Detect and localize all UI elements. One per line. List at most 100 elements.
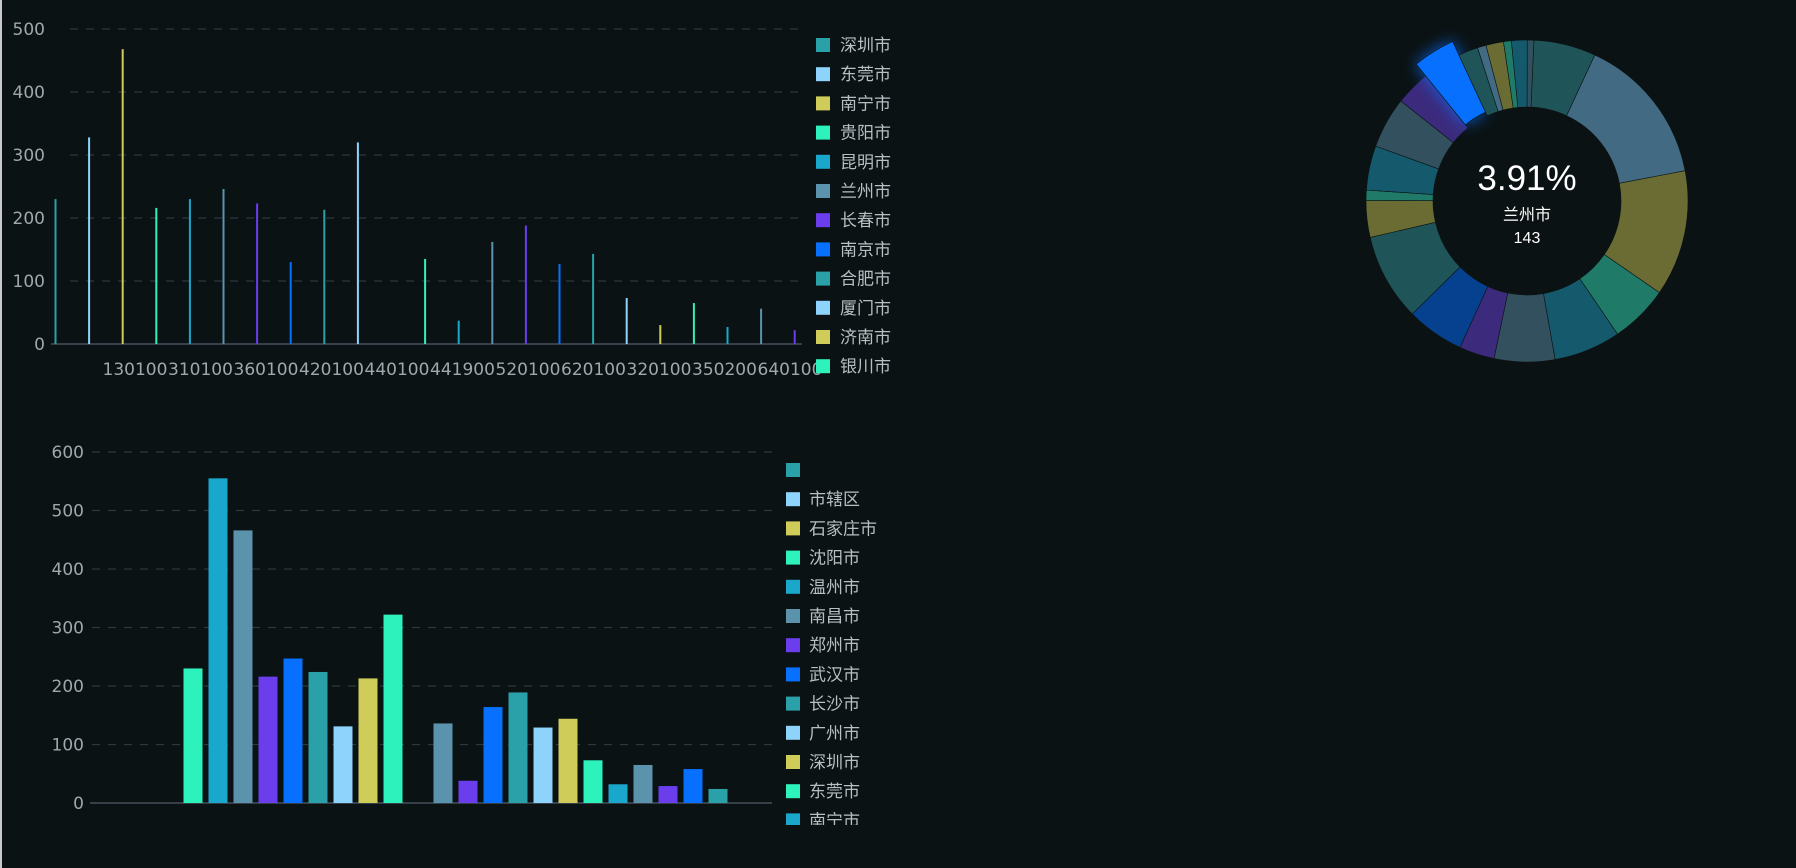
legend-label: 南宁市 xyxy=(840,94,891,114)
x-tick-label: 420100 xyxy=(299,360,364,380)
donut-center-percent: 3.91% xyxy=(1477,159,1576,198)
bar xyxy=(233,530,253,803)
legend-swatch xyxy=(816,271,830,286)
legend-label: 南京市 xyxy=(840,240,891,260)
legend-swatch xyxy=(786,813,800,825)
legend-label: 深圳市 xyxy=(840,36,891,56)
legend-label: 深圳市 xyxy=(809,753,860,773)
x-tick-label: 130100 xyxy=(103,360,168,380)
bar xyxy=(183,668,203,803)
legend-swatch xyxy=(786,463,800,477)
bar xyxy=(592,253,595,344)
bar xyxy=(289,262,292,344)
y-tick-label: 200 xyxy=(13,209,45,229)
chart-city-donut: 3.91% 兰州市 143 xyxy=(1365,39,1689,363)
x-tick-label: 520100 xyxy=(496,360,561,380)
bar xyxy=(692,303,695,344)
bar xyxy=(508,692,528,803)
bar xyxy=(708,788,728,803)
legend-swatch xyxy=(816,242,830,257)
bar xyxy=(659,325,662,344)
legend-label: 广州市 xyxy=(809,724,860,744)
bar xyxy=(524,225,527,344)
legend-label: 武汉市 xyxy=(809,665,860,685)
legend-swatch xyxy=(816,300,830,315)
legend-swatch xyxy=(816,359,830,374)
y-tick-label: 500 xyxy=(13,20,45,40)
legend-swatch xyxy=(816,184,830,198)
bar xyxy=(356,142,359,344)
legend-label: 合肥市 xyxy=(840,270,891,290)
bar xyxy=(726,326,729,344)
bar xyxy=(208,478,228,803)
legend-label: 市辖区 xyxy=(809,490,860,510)
legend-swatch xyxy=(786,521,800,536)
legend-label: 东莞市 xyxy=(840,65,891,85)
bar xyxy=(308,671,328,803)
legend-swatch xyxy=(786,755,800,769)
bar xyxy=(121,49,124,344)
x-tick-label: 640100 xyxy=(758,360,823,380)
bar xyxy=(483,707,503,803)
y-tick-label: 0 xyxy=(73,794,84,814)
legend-swatch xyxy=(816,38,830,52)
bar xyxy=(633,764,653,803)
legend-swatch xyxy=(786,579,800,594)
legend-swatch xyxy=(786,609,800,623)
legend-label: 长沙市 xyxy=(809,695,860,715)
donut-slice xyxy=(1400,75,1469,144)
bar xyxy=(491,241,494,344)
bar xyxy=(793,330,796,344)
legend-label: 银川市 xyxy=(840,357,891,377)
donut-slice xyxy=(1526,39,1535,108)
x-tick-label: 320100 xyxy=(627,360,692,380)
bar xyxy=(222,189,225,344)
legend-label: 南宁市 xyxy=(809,811,860,831)
legend-swatch xyxy=(786,667,800,682)
bar xyxy=(256,203,259,344)
legend-label: 温州市 xyxy=(809,578,860,598)
chart-city-code-bars: 0 100 200 300 400 500 130100 310100 360100 420100… xyxy=(13,20,891,380)
legend-swatch xyxy=(786,725,800,740)
bar xyxy=(608,784,628,803)
bar xyxy=(583,760,603,803)
bar xyxy=(558,263,561,344)
legend-label: 兰州市 xyxy=(840,182,891,202)
bar xyxy=(258,676,278,803)
legend-label: 昆明市 xyxy=(840,153,891,173)
legend-label: 石家庄市 xyxy=(809,519,877,539)
y-tick-label: 100 xyxy=(52,736,84,756)
bar xyxy=(383,614,403,803)
bar xyxy=(533,727,553,803)
bar xyxy=(683,769,703,803)
donut-center-value: 143 xyxy=(1514,230,1541,247)
bar xyxy=(760,308,763,344)
bar xyxy=(457,320,460,344)
legend-swatch xyxy=(816,67,830,82)
legend-swatch xyxy=(816,96,830,111)
legend-label: 南昌市 xyxy=(809,607,860,627)
x-tick-label: 440100 xyxy=(365,360,430,380)
bar xyxy=(458,780,478,803)
legend-label: 济南市 xyxy=(840,328,891,348)
legend-label: 郑州市 xyxy=(809,636,860,656)
y-tick-label: 100 xyxy=(13,272,45,292)
bar xyxy=(283,658,303,803)
bar xyxy=(658,786,678,803)
legend-swatch xyxy=(786,550,800,565)
y-tick-label: 300 xyxy=(52,619,84,639)
y-tick-label: 300 xyxy=(13,146,45,166)
legend-label: 厦门市 xyxy=(840,299,891,319)
legend-swatch xyxy=(786,696,800,711)
x-tick-label: 620100 xyxy=(561,360,626,380)
legend-swatch xyxy=(816,125,830,140)
legend-swatch xyxy=(816,330,830,344)
legend-label: 长春市 xyxy=(840,211,891,231)
legend-label: 贵阳市 xyxy=(840,124,891,144)
bar xyxy=(558,718,578,803)
legend-swatch xyxy=(786,492,800,507)
legend-swatch xyxy=(816,154,830,169)
legend-swatch xyxy=(816,213,830,228)
